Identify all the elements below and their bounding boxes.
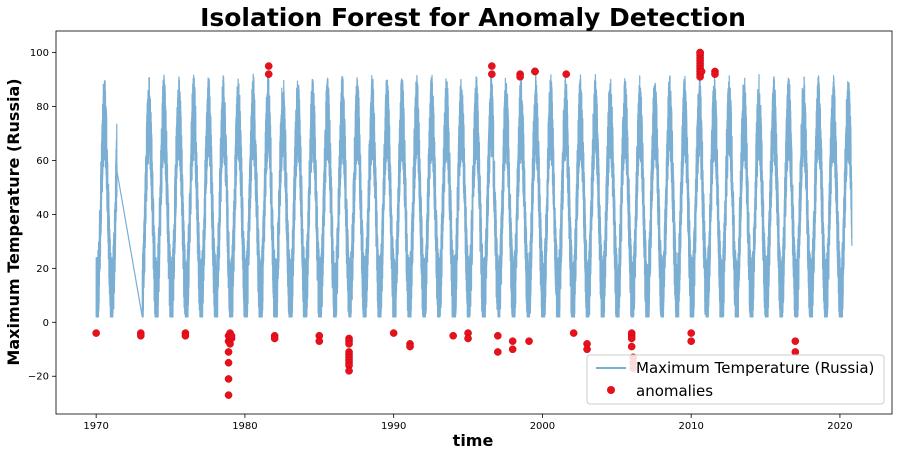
anomaly-point (696, 48, 704, 57)
anomaly-point (92, 329, 100, 337)
temperature-line-series (95, 73, 853, 318)
temperature-line (95, 73, 853, 318)
anomaly-point (270, 334, 279, 343)
anomaly-point (224, 348, 233, 356)
y-tick-label: 100 (30, 48, 49, 59)
anomaly-point (697, 67, 706, 76)
anomaly-point (264, 70, 273, 78)
y-axis: −20 0 20 40 60 80 100 (28, 48, 56, 383)
anomaly-point (791, 348, 800, 356)
anomaly-point (687, 329, 695, 337)
legend-label-anomalies: anomalies (636, 382, 713, 400)
legend-label-temperature: Maximum Temperature (Russia) (636, 359, 874, 377)
anomaly-point (345, 340, 353, 348)
anomaly-point (508, 337, 517, 345)
chart-title: Isolation Forest for Anomaly Detection (200, 3, 746, 32)
legend: Maximum Temperature (Russia) anomalies (586, 354, 885, 405)
anomaly-point (531, 67, 539, 76)
anomaly-point (227, 331, 236, 340)
anomaly-point (508, 345, 517, 354)
anomaly-point (569, 329, 578, 337)
x-tick-label: 1980 (232, 421, 257, 432)
anomaly-point (525, 337, 533, 345)
x-tick-label: 1990 (381, 421, 406, 432)
anomaly-point (345, 367, 353, 375)
anomaly-point (687, 337, 695, 345)
x-axis: 1970 1980 1990 2000 2010 2020 (83, 414, 853, 432)
legend-box (586, 354, 885, 405)
anomaly-point (516, 73, 524, 81)
anomaly-point (494, 331, 502, 340)
anomaly-point (406, 342, 414, 351)
x-tick-label: 2010 (678, 421, 703, 432)
y-tick-label: 60 (36, 156, 49, 167)
x-tick-label: 2020 (827, 421, 852, 432)
anomaly-point (449, 331, 457, 340)
anomaly-point (562, 70, 571, 78)
plot-frame (55, 30, 893, 415)
anomaly-point (464, 334, 472, 343)
y-tick-label: 80 (36, 102, 49, 113)
anomaly-point (583, 345, 591, 354)
anomaly-point (264, 62, 273, 70)
x-tick-label: 1970 (83, 421, 108, 432)
anomaly-point (389, 329, 398, 337)
anomaly-point (627, 334, 636, 343)
x-tick-label: 2000 (530, 421, 555, 432)
anomaly-point (627, 342, 636, 351)
legend-anomaly-swatch (607, 386, 615, 394)
anomaly-point (181, 331, 190, 340)
anomaly-point (488, 62, 496, 70)
y-tick-label: 40 (36, 210, 49, 221)
anomaly-point (224, 391, 233, 399)
anomaly-point (488, 70, 496, 78)
anomaly-point (711, 70, 719, 78)
anomaly-point (136, 331, 145, 340)
anomaly-point (315, 337, 324, 345)
x-axis-label: time (453, 431, 494, 450)
y-tick-label: 20 (36, 264, 49, 275)
y-tick-label: −20 (28, 372, 49, 383)
y-tick-label: 0 (43, 318, 49, 329)
anomaly-point (791, 337, 800, 345)
anomaly-point (494, 348, 502, 356)
anomaly-point (224, 375, 233, 383)
y-axis-label: Maximum Temperature (Russia) (4, 78, 23, 365)
anomaly-point (224, 358, 233, 367)
